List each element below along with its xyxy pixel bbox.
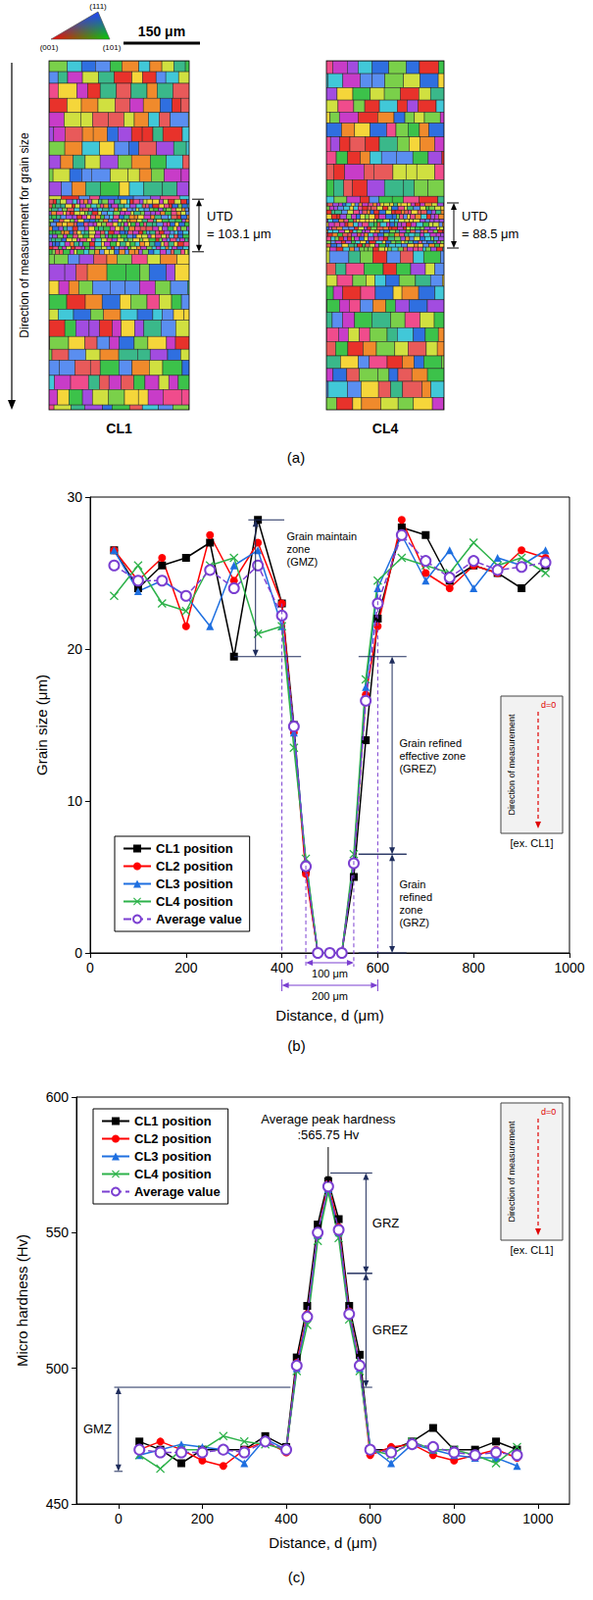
svg-text:Grain maintain: Grain maintain <box>286 530 357 543</box>
svg-text:CL1 position: CL1 position <box>155 840 234 856</box>
svg-text:0: 0 <box>74 944 83 961</box>
svg-text:CL3 position: CL3 position <box>134 1148 212 1164</box>
svg-text:(GRZ): (GRZ) <box>398 916 430 929</box>
svg-text:CL2 position: CL2 position <box>134 1131 212 1146</box>
svg-text:[ex. CL1]: [ex. CL1] <box>509 837 553 849</box>
svg-text:1000: 1000 <box>522 1510 553 1527</box>
svg-text:= 103.1 μm: = 103.1 μm <box>206 226 272 242</box>
svg-text:(101): (101) <box>102 43 122 52</box>
svg-text:CL4 position: CL4 position <box>134 1166 212 1182</box>
svg-text:UTD: UTD <box>206 208 234 224</box>
svg-text:100 μm: 100 μm <box>311 967 348 980</box>
svg-text:800: 800 <box>443 1510 467 1527</box>
svg-text:CL2 position: CL2 position <box>155 858 234 874</box>
svg-text:Direction of measurement: Direction of measurement <box>506 1120 517 1223</box>
svg-text:30: 30 <box>66 489 83 505</box>
svg-text:d=0: d=0 <box>541 1106 556 1117</box>
html-text:(b): (b) <box>287 1037 306 1054</box>
svg-text:20: 20 <box>66 641 83 657</box>
svg-text:200 μm: 200 μm <box>311 989 348 1002</box>
svg-text:Micro hardness (Hv): Micro hardness (Hv) <box>13 1234 31 1367</box>
svg-text:zone: zone <box>398 903 423 916</box>
svg-text:d=0: d=0 <box>541 699 556 710</box>
svg-text:0: 0 <box>86 959 95 976</box>
svg-text:GMZ: GMZ <box>83 1421 112 1436</box>
svg-text:CL1 position: CL1 position <box>134 1113 212 1129</box>
svg-text:Direction of measurement for g: Direction of measurement for grain size <box>17 132 32 339</box>
svg-text:1000: 1000 <box>553 959 585 976</box>
svg-text:450: 450 <box>46 1495 70 1512</box>
svg-text:zone: zone <box>286 543 310 555</box>
svg-text:(001): (001) <box>40 43 59 52</box>
svg-text::565.75 Hv: :565.75 Hv <box>296 1127 359 1142</box>
svg-text:Average value: Average value <box>155 911 243 927</box>
svg-text:(a): (a) <box>287 448 305 466</box>
svg-text:0: 0 <box>114 1510 123 1527</box>
svg-text:Grain: Grain <box>398 878 426 890</box>
svg-text:Grain size (μm): Grain size (μm) <box>33 674 50 776</box>
svg-text:600: 600 <box>366 959 391 976</box>
svg-text:Average value: Average value <box>134 1184 221 1199</box>
svg-text:400: 400 <box>270 959 295 976</box>
svg-text:UTD: UTD <box>461 208 489 224</box>
svg-text:10: 10 <box>66 792 83 809</box>
svg-text:(GMZ): (GMZ) <box>286 555 318 568</box>
svg-text:Average peak hardness: Average peak hardness <box>260 1111 396 1127</box>
svg-text:800: 800 <box>462 959 487 976</box>
svg-text:refined: refined <box>398 890 433 903</box>
svg-text:= 88.5 μm: = 88.5 μm <box>461 226 519 242</box>
svg-text:200: 200 <box>191 1510 215 1527</box>
svg-text:200: 200 <box>174 959 198 976</box>
svg-text:(GREZ): (GREZ) <box>398 762 437 775</box>
svg-text:400: 400 <box>274 1510 298 1527</box>
svg-text:[ex. CL1]: [ex. CL1] <box>509 1243 553 1256</box>
svg-text:Distance, d (μm): Distance, d (μm) <box>268 1533 377 1551</box>
svg-text:Distance, d (μm): Distance, d (μm) <box>275 1006 384 1024</box>
svg-text:effective zone: effective zone <box>398 749 466 762</box>
svg-text:CL1: CL1 <box>105 420 133 437</box>
svg-text:600: 600 <box>46 1088 70 1105</box>
svg-text:500: 500 <box>46 1360 70 1377</box>
svg-text:CL3 position: CL3 position <box>155 876 234 891</box>
svg-text:550: 550 <box>46 1224 70 1240</box>
svg-text:(111): (111) <box>89 1 107 11</box>
svg-text:GRZ: GRZ <box>372 1215 400 1231</box>
svg-text:150 μm: 150 μm <box>138 23 186 40</box>
html-text:(c): (c) <box>287 1568 306 1585</box>
svg-text:Direction of measurement: Direction of measurement <box>506 713 517 816</box>
svg-text:CL4: CL4 <box>372 420 399 437</box>
svg-text:600: 600 <box>358 1510 383 1527</box>
svg-text:CL4 position: CL4 position <box>155 893 234 909</box>
svg-text:GREZ: GREZ <box>372 1322 408 1337</box>
svg-text:Grain refined: Grain refined <box>398 737 462 749</box>
